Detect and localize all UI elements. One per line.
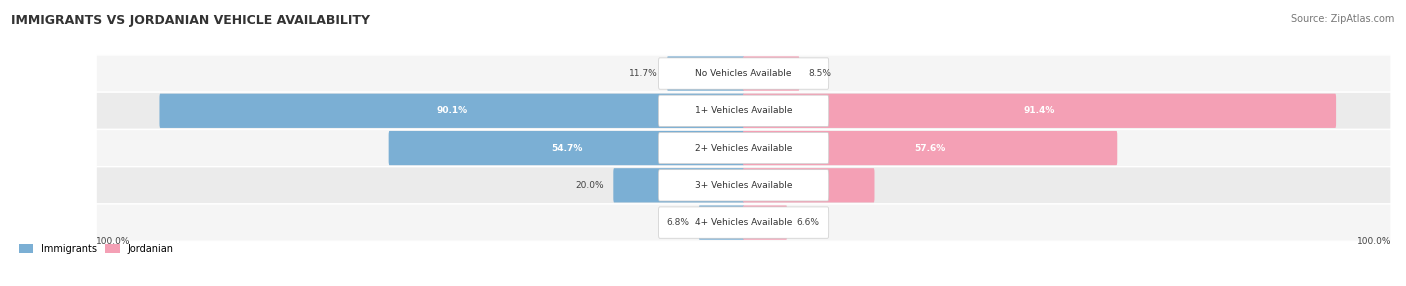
Text: 6.8%: 6.8% xyxy=(666,218,690,227)
Text: 100.0%: 100.0% xyxy=(1357,237,1391,246)
Text: 2+ Vehicles Available: 2+ Vehicles Available xyxy=(695,144,792,152)
FancyBboxPatch shape xyxy=(699,205,744,240)
FancyBboxPatch shape xyxy=(742,168,875,202)
FancyBboxPatch shape xyxy=(666,56,744,91)
Text: 1+ Vehicles Available: 1+ Vehicles Available xyxy=(695,106,793,115)
Legend: Immigrants, Jordanian: Immigrants, Jordanian xyxy=(15,240,177,258)
Text: 8.5%: 8.5% xyxy=(808,69,831,78)
Text: No Vehicles Available: No Vehicles Available xyxy=(696,69,792,78)
Text: 20.0%: 20.0% xyxy=(575,181,605,190)
FancyBboxPatch shape xyxy=(96,55,1391,92)
FancyBboxPatch shape xyxy=(658,58,828,89)
FancyBboxPatch shape xyxy=(613,168,744,202)
FancyBboxPatch shape xyxy=(742,131,1118,165)
Text: 54.7%: 54.7% xyxy=(551,144,582,152)
FancyBboxPatch shape xyxy=(742,94,1336,128)
Text: 6.6%: 6.6% xyxy=(796,218,820,227)
FancyBboxPatch shape xyxy=(658,207,828,238)
FancyBboxPatch shape xyxy=(658,95,828,126)
FancyBboxPatch shape xyxy=(96,130,1391,167)
Text: IMMIGRANTS VS JORDANIAN VEHICLE AVAILABILITY: IMMIGRANTS VS JORDANIAN VEHICLE AVAILABI… xyxy=(11,14,370,27)
Text: 90.1%: 90.1% xyxy=(436,106,467,115)
Text: 3+ Vehicles Available: 3+ Vehicles Available xyxy=(695,181,793,190)
FancyBboxPatch shape xyxy=(658,170,828,201)
FancyBboxPatch shape xyxy=(658,132,828,164)
Text: 57.6%: 57.6% xyxy=(914,144,946,152)
Text: 100.0%: 100.0% xyxy=(96,237,131,246)
Text: Source: ZipAtlas.com: Source: ZipAtlas.com xyxy=(1291,14,1395,24)
FancyBboxPatch shape xyxy=(388,131,744,165)
FancyBboxPatch shape xyxy=(742,56,800,91)
Text: 20.1%: 20.1% xyxy=(793,181,824,190)
FancyBboxPatch shape xyxy=(96,204,1391,241)
FancyBboxPatch shape xyxy=(742,205,787,240)
FancyBboxPatch shape xyxy=(159,94,744,128)
FancyBboxPatch shape xyxy=(96,92,1391,130)
Text: 11.7%: 11.7% xyxy=(630,69,658,78)
FancyBboxPatch shape xyxy=(96,167,1391,204)
Text: 91.4%: 91.4% xyxy=(1024,106,1054,115)
Text: 4+ Vehicles Available: 4+ Vehicles Available xyxy=(695,218,792,227)
